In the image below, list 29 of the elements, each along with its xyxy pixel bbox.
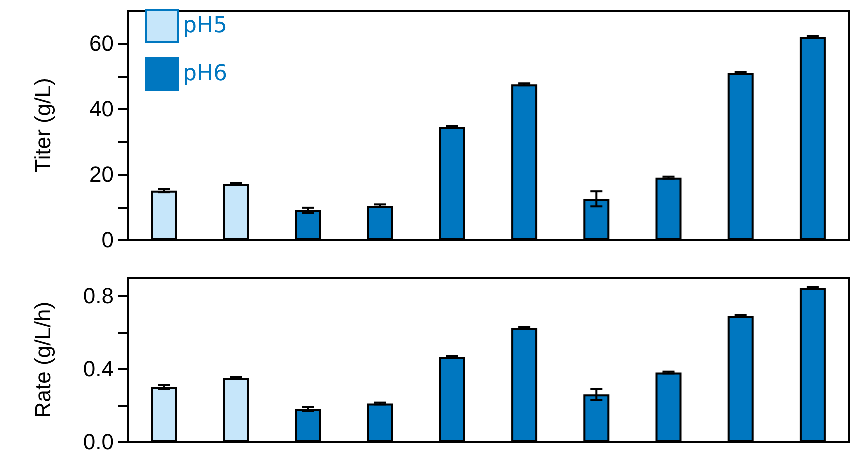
- legend-label: pH6: [183, 62, 228, 86]
- bar: [512, 328, 538, 442]
- bar: [800, 37, 826, 240]
- y-tick-label: 0.8: [83, 284, 114, 309]
- bar: [728, 73, 754, 240]
- bar: [367, 404, 394, 442]
- bar: [728, 316, 754, 442]
- bar: [223, 378, 250, 442]
- bar: [151, 387, 178, 442]
- bar: [800, 288, 826, 442]
- bar: [656, 178, 682, 240]
- y-tick-label: 0.4: [83, 356, 114, 382]
- y-tick-label: 0.0: [83, 430, 114, 453]
- bar: [439, 127, 466, 240]
- bar: [656, 372, 682, 442]
- y-tick-label: 0: [102, 228, 114, 252]
- y-tick-label: 40: [90, 96, 114, 122]
- y-tick-label: 20: [90, 162, 114, 188]
- legend-label: pH5: [183, 14, 228, 38]
- bar: [151, 190, 178, 240]
- y-axis-title: Rate (g/L/h): [30, 302, 56, 418]
- y-tick-label: 60: [90, 31, 114, 56]
- bar: [295, 210, 322, 240]
- bar: [223, 184, 250, 240]
- bar: [295, 409, 322, 442]
- bar: [367, 206, 394, 240]
- bar: [512, 84, 538, 240]
- y-axis-title: Titer (g/L): [30, 78, 56, 173]
- bar: [439, 357, 466, 442]
